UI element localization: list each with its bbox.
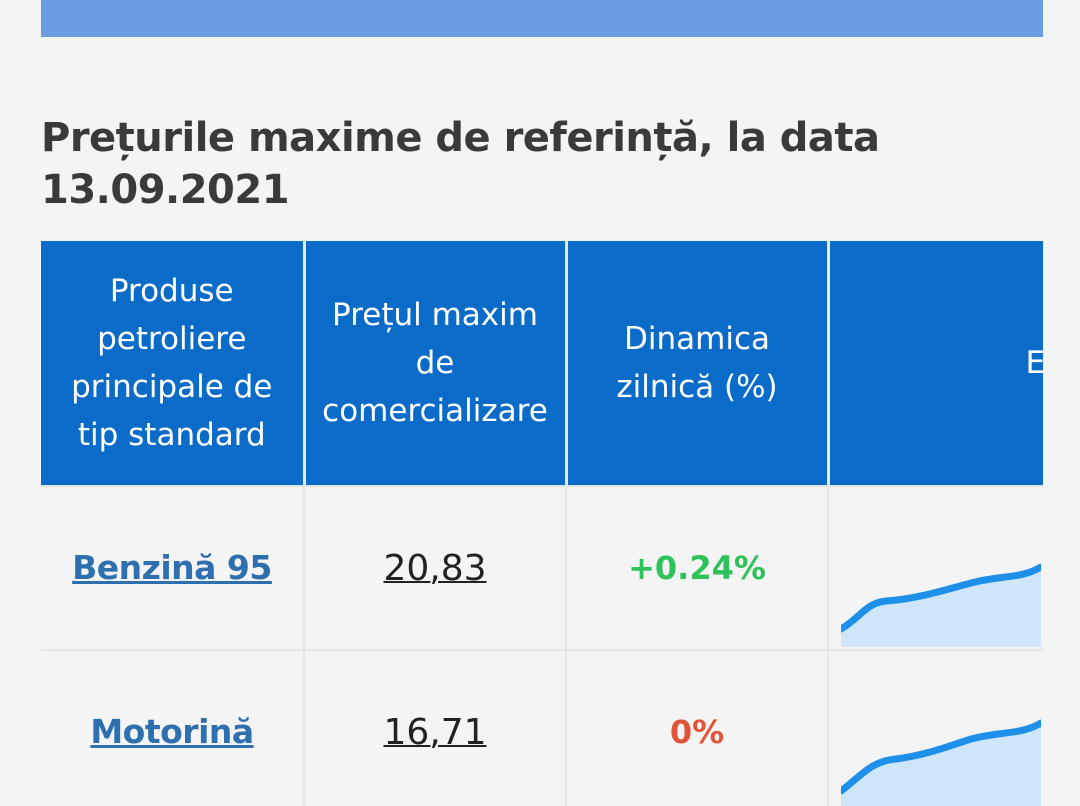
sparkline-rising-icon [841,563,1041,647]
column-header-trend: E [826,241,1043,487]
trend-cell [827,486,1043,651]
sparkline-rising-icon [841,719,1041,806]
dynamic-value: 0% [669,713,725,751]
product-cell: Benzină 95 [41,486,304,651]
price-value[interactable]: 20,83 [383,547,487,589]
dynamic-cell: 0% [565,650,828,806]
dynamic-value: +0.24% [628,549,766,587]
dynamic-cell: +0.24% [565,486,828,651]
price-cell: 16,71 [303,650,566,806]
page-title: Prețurile maxime de referință, la data 1… [41,115,880,213]
top-banner [41,0,1043,37]
product-link[interactable]: Benzină 95 [72,548,272,587]
trend-cell [827,650,1043,806]
column-header-dynamic: Dinamica zilnică (%) [564,241,828,487]
price-cell: 20,83 [303,486,566,651]
prices-table: Produse petroliere principale de tip sta… [41,241,1043,806]
prices-table-container[interactable]: Produse petroliere principale de tip sta… [41,241,1043,806]
price-value[interactable]: 16,71 [383,711,487,753]
product-cell: Motorină [41,650,304,806]
table-row: Motorină 16,71 0% [41,650,1043,806]
product-link[interactable]: Motorină [90,712,254,751]
table-row: Benzină 95 20,83 +0.24% [41,486,1043,651]
column-header-product: Produse petroliere principale de tip sta… [41,241,304,487]
table-header-row: Produse petroliere principale de tip sta… [41,241,1043,487]
column-header-price: Prețul maxim de comercializare [302,241,566,487]
